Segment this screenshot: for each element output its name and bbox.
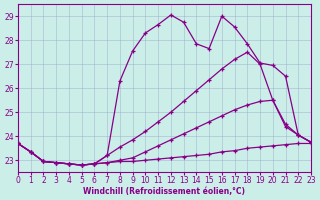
X-axis label: Windchill (Refroidissement éolien,°C): Windchill (Refroidissement éolien,°C)	[84, 187, 245, 196]
